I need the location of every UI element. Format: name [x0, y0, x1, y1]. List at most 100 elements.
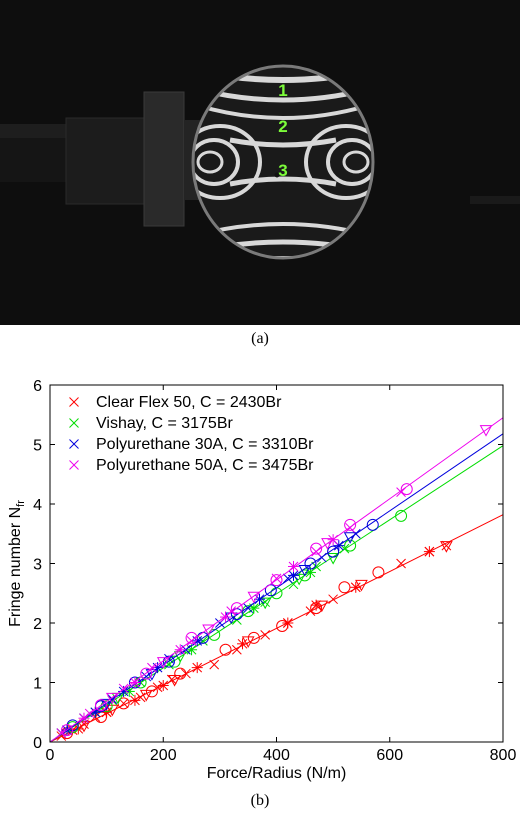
data-point-triangle: [247, 591, 261, 604]
data-point-triangle: [321, 538, 334, 550]
fringe-label-3: 3: [278, 161, 287, 180]
data-point-star: [220, 611, 232, 623]
data-point-circle: [185, 631, 198, 644]
data-point-circle: [395, 509, 408, 522]
plot-area: [49, 417, 504, 743]
data-point-circle: [400, 483, 413, 496]
legend-label: Polyurethane 50A, C = 3475Br: [96, 457, 314, 474]
loading-fixture-left: [0, 91, 200, 227]
legend-label: Polyurethane 30A, C = 3310Br: [96, 436, 314, 453]
data-point-star: [78, 712, 90, 724]
data-point-triangle: [168, 675, 181, 687]
data-point-x: [84, 708, 95, 719]
data-point-x: [441, 540, 452, 551]
data-point-star: [129, 677, 141, 688]
data-point-triangle: [298, 564, 312, 577]
legend-entry-1: Vishay, C = 3175Br: [69, 415, 233, 432]
data-point-circle: [140, 667, 153, 680]
data-point-triangle: [355, 579, 368, 592]
data-point-star: [191, 662, 203, 674]
fit-line: [49, 417, 504, 743]
data-point-triangle: [258, 597, 272, 610]
data-point-star: [157, 679, 169, 691]
data-point-x: [164, 653, 174, 664]
data-point-x: [209, 659, 220, 670]
y-axis-label-subscript: fr: [15, 500, 27, 507]
fit-line: [49, 445, 504, 743]
data-point-x: [152, 682, 163, 693]
axes: 0 200 400 600 800 0 1 2 3 4 5 6 Force/Radius (N/m) Fr…: [7, 378, 516, 782]
data-point-circle: [162, 655, 175, 668]
data-point-triangle: [479, 425, 493, 437]
y-tick-label: 2: [33, 616, 42, 633]
data-point-star: [248, 602, 260, 614]
legend-label: Vishay, C = 3175Br: [96, 415, 233, 432]
caption-b: (b): [250, 792, 270, 809]
data-point-circle: [94, 711, 107, 724]
photoelastic-photo-svg: 1 2 3: [0, 0, 520, 325]
data-point-star: [327, 534, 339, 546]
data-point-star: [423, 546, 435, 558]
data-point-triangle: [224, 612, 238, 625]
data-point-x: [69, 460, 79, 470]
data-point-circle: [174, 667, 187, 680]
data-point-circle: [60, 724, 73, 737]
y-tick-label: 0: [33, 735, 42, 752]
data-point-triangle: [139, 689, 153, 702]
data-point-x: [311, 546, 321, 557]
data-point-circle: [270, 574, 283, 587]
data-point-triangle: [156, 657, 170, 669]
x-tick-label: 400: [263, 747, 290, 764]
data-point-triangle: [315, 600, 329, 613]
fit-line: [49, 433, 504, 743]
data-point-star: [118, 685, 130, 697]
data-point-star: [129, 694, 141, 706]
data-point-triangle: [100, 698, 113, 711]
data-point-circle: [219, 643, 232, 656]
data-point-circle: [327, 545, 340, 558]
y-axis-label: Fringe number Nfr: [7, 500, 27, 627]
x-axis-label: Force/Radius (N/m): [207, 765, 347, 782]
fringe-label-2: 2: [278, 117, 287, 136]
data-point-x: [345, 522, 355, 533]
data-point-x: [396, 558, 406, 569]
series-0: [49, 514, 504, 743]
data-point-triangle: [326, 553, 340, 565]
fringe-label-1: 1: [278, 81, 287, 100]
data-point-triangle: [202, 624, 215, 636]
data-point-x: [328, 594, 338, 605]
x-tick-label: 800: [490, 747, 517, 764]
data-point-triangle: [292, 573, 306, 586]
data-point-circle: [366, 518, 379, 531]
data-point-circle: [344, 518, 357, 531]
data-point-circle: [338, 581, 351, 594]
legend-entry-2: Polyurethane 30A, C = 3310Br: [69, 436, 314, 453]
data-point-star: [282, 617, 294, 629]
data-point-circle: [247, 631, 260, 644]
x-tick-label: 0: [46, 747, 55, 764]
legend-label: Clear Flex 50, C = 2430Br: [96, 394, 282, 411]
data-point-star: [89, 706, 101, 718]
data-point-x: [396, 487, 406, 497]
fit-line: [49, 514, 504, 743]
data-point-circle: [372, 566, 385, 579]
data-point-x: [56, 728, 67, 738]
data-point-triangle: [105, 692, 119, 705]
data-point-x: [147, 662, 157, 673]
legend: Clear Flex 50, C = 2430Br Vishay, C = 317…: [69, 394, 314, 474]
data-point-circle: [94, 699, 107, 712]
y-tick-label: 6: [33, 378, 42, 395]
series-3: [49, 417, 504, 743]
x-tick-label: 600: [376, 747, 403, 764]
y-tick-label: 3: [33, 557, 42, 574]
data-point-x: [118, 698, 129, 709]
data-point-x: [69, 397, 79, 407]
data-point-star: [287, 560, 299, 572]
y-tick-label: 5: [33, 438, 42, 455]
data-point-x: [260, 630, 271, 640]
series-2: [49, 433, 504, 743]
data-point-circle: [230, 602, 243, 615]
data-point-x: [118, 683, 129, 694]
data-point-x: [186, 635, 197, 646]
legend-entry-3: Polyurethane 50A, C = 3475Br: [69, 457, 314, 474]
